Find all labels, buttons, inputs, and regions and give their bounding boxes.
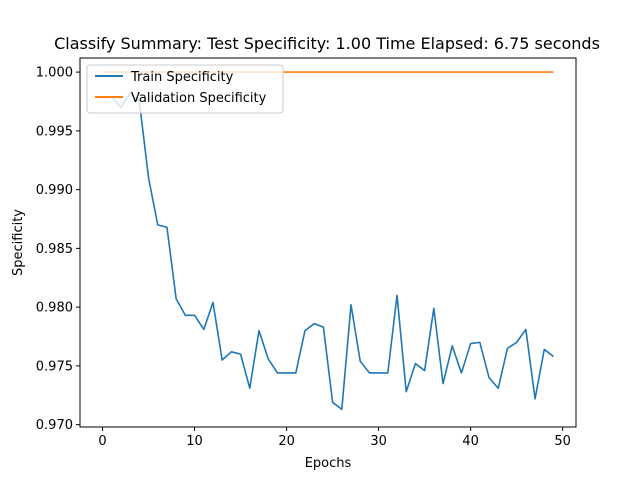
x-axis: 0 10 20 30 40 50: [98, 427, 571, 449]
y-tick-label: 0.970: [36, 418, 73, 433]
x-tick-label: 0: [98, 434, 106, 449]
chart-title: Classify Summary: Test Specificity: 1.00…: [54, 34, 600, 53]
plot-area: [102, 71, 554, 411]
axes-frame: [79, 57, 577, 428]
y-axis-label: Specificity: [11, 209, 26, 276]
y-tick-label: 0.980: [36, 301, 73, 316]
x-tick-label: 10: [186, 434, 203, 449]
y-tick-label: 1.000: [36, 66, 73, 81]
legend: Train Specificity Validation Specificity: [86, 64, 284, 114]
x-tick-label: 40: [462, 434, 479, 449]
series-line-0: [102, 92, 554, 411]
y-tick-label: 0.985: [36, 242, 73, 257]
legend-box: [86, 64, 284, 114]
y-axis: 0.970 0.975 0.980 0.985 0.990 0.995 1.000: [36, 66, 80, 433]
x-tick-label: 50: [554, 434, 571, 449]
x-axis-label: Epochs: [305, 456, 352, 471]
legend-label-train: Train Specificity: [130, 70, 234, 85]
legend-label-validation: Validation Specificity: [131, 91, 267, 106]
x-tick-label: 30: [370, 434, 387, 449]
y-tick-label: 0.995: [36, 124, 73, 139]
y-tick-label: 0.990: [36, 183, 73, 198]
y-tick-label: 0.975: [36, 359, 73, 374]
x-tick-label: 20: [278, 434, 295, 449]
